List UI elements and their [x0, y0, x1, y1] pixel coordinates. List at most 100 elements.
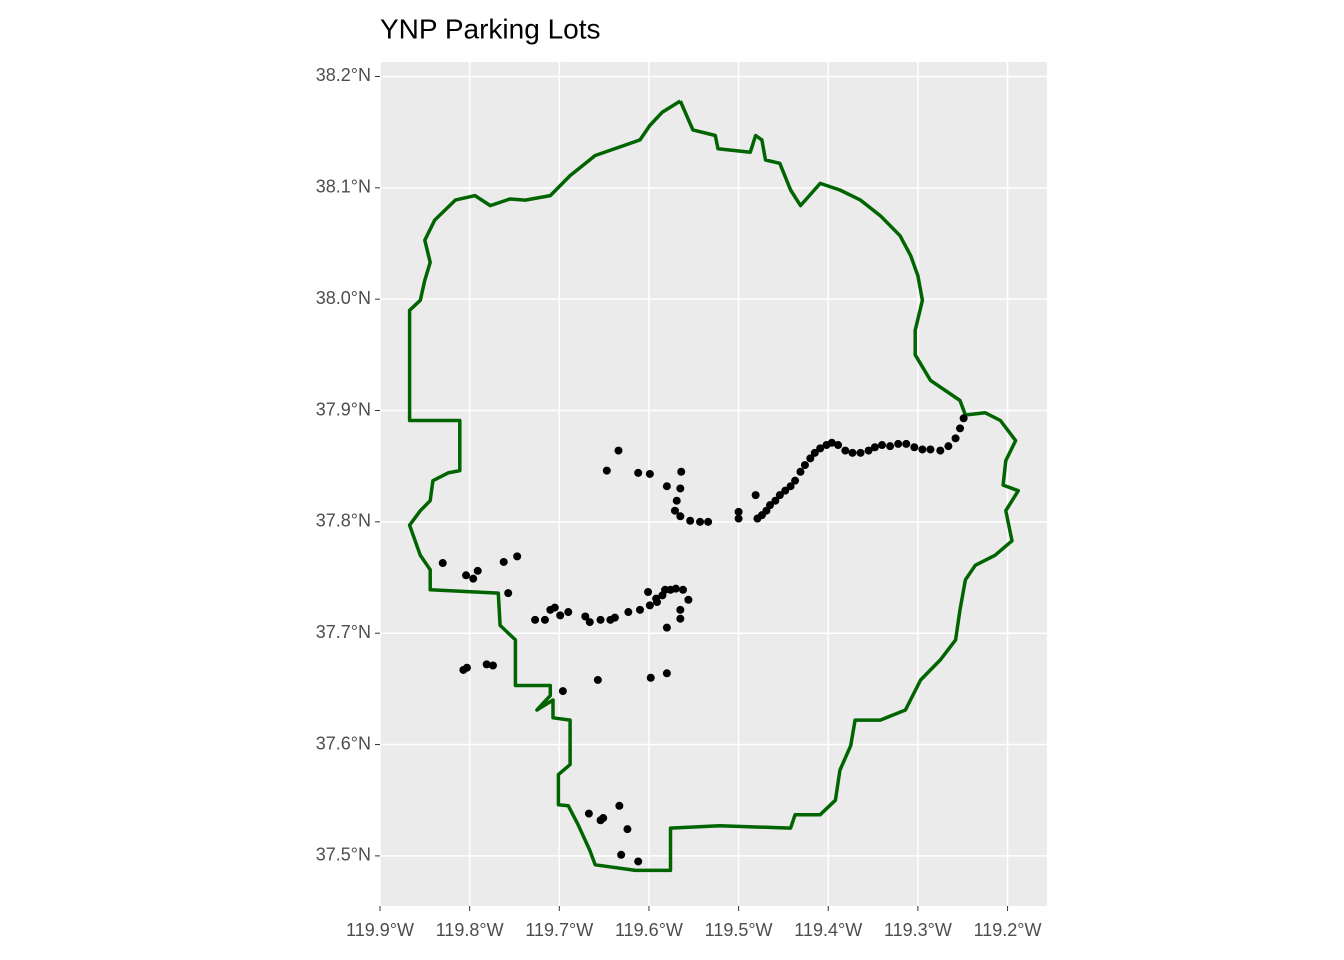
parking-lot [786, 482, 795, 491]
parking-lot [936, 446, 945, 455]
x-tick-label: 119.5°W [705, 920, 773, 940]
parking-lot [513, 552, 522, 561]
parking-lot [634, 857, 643, 866]
parking-lot [462, 571, 471, 580]
parking-lot [558, 687, 567, 696]
parking-lot [810, 448, 819, 457]
parking-lot [864, 446, 873, 455]
parking-lot [686, 516, 695, 525]
parking-lot [584, 809, 593, 818]
parking-lot [617, 850, 626, 859]
parking-lot [676, 484, 685, 493]
parking-lot [827, 438, 836, 447]
parking-lot [623, 825, 632, 834]
parking-lot [676, 512, 685, 521]
park-boundary [407, 99, 1021, 873]
parking-lot [473, 566, 482, 575]
parking-lot [684, 595, 693, 604]
parking-lot [734, 514, 743, 523]
parking-lot [781, 486, 790, 495]
parking-lot [765, 501, 774, 510]
parking-lot [926, 445, 935, 454]
y-tick-label: 37.8°N [316, 511, 371, 531]
x-tick-label: 119.7°W [525, 920, 593, 940]
parking-lot [482, 660, 491, 669]
parking-lot [672, 496, 681, 505]
parking-lot [848, 448, 857, 457]
parking-lot [662, 669, 671, 678]
y-tick-label: 38.0°N [316, 288, 371, 308]
y-tick-label: 38.2°N [316, 65, 371, 85]
parking-lot [556, 611, 565, 620]
x-tick-label: 119.9°W [346, 920, 414, 940]
parking-lot [676, 614, 685, 623]
parking-lot [662, 623, 671, 632]
parking-lot [462, 663, 471, 672]
x-tick-label: 119.6°W [615, 920, 683, 940]
panel [380, 62, 1047, 906]
parking-lot [615, 801, 624, 810]
parking-lot [806, 454, 815, 463]
parking-lot [775, 491, 784, 500]
parking-lot [531, 615, 540, 624]
parking-lot [550, 603, 559, 612]
parking-lot [956, 424, 965, 433]
parking-lot [816, 444, 825, 453]
parking-lot [856, 448, 865, 457]
parking-lot [878, 441, 887, 450]
parking-lot [504, 589, 513, 598]
parking-lot [696, 517, 705, 526]
parking-lot [870, 443, 879, 452]
parking-lot [894, 439, 903, 448]
parking-lot [944, 442, 953, 451]
x-tick-label: 119.4°W [794, 920, 862, 940]
parking-lot [499, 557, 508, 566]
parking-lot [902, 439, 911, 448]
parking-lot [959, 414, 968, 423]
parking-lot [704, 517, 713, 526]
parking-lot [951, 434, 960, 443]
parking-lot [599, 814, 608, 823]
parking-lot [676, 605, 685, 614]
parking-lot [488, 661, 497, 670]
parking-lot [771, 496, 780, 505]
parking-lot [585, 618, 594, 627]
parking-lot [635, 605, 644, 614]
parking-lot [910, 443, 919, 452]
parking-lot [602, 466, 611, 475]
x-tick-label: 119.8°W [436, 920, 504, 940]
parking-lot [751, 491, 760, 500]
parking-lot [645, 601, 654, 610]
parking-lot [646, 673, 655, 682]
parking-lot [624, 608, 633, 617]
y-tick-label: 37.9°N [316, 399, 371, 419]
parking-lot [540, 615, 549, 624]
parking-lot [671, 584, 680, 593]
parking-lot [596, 615, 605, 624]
x-tick-label: 119.2°W [974, 920, 1042, 940]
parking-lot [841, 446, 850, 455]
parking-lot [918, 445, 927, 454]
parking-lot [469, 574, 478, 583]
parking-lot [677, 467, 686, 476]
y-tick-label: 37.6°N [316, 733, 371, 753]
x-tick-label: 119.3°W [884, 920, 952, 940]
parking-lot [734, 507, 743, 516]
parking-lot [593, 675, 602, 684]
parking-lot [634, 468, 643, 477]
y-tick-label: 38.1°N [316, 177, 371, 197]
parking-lot [670, 506, 679, 515]
parking-lot [645, 469, 654, 478]
parking-lot [564, 608, 573, 617]
parking-lot [791, 476, 800, 485]
parking-lot [610, 613, 619, 622]
parking-lot [662, 482, 671, 491]
y-tick-label: 37.7°N [316, 622, 371, 642]
parking-lot [644, 588, 653, 597]
parking-lot [581, 612, 590, 621]
grid [379, 62, 1047, 906]
parking-lot [800, 461, 809, 470]
parking-lot [796, 467, 805, 476]
